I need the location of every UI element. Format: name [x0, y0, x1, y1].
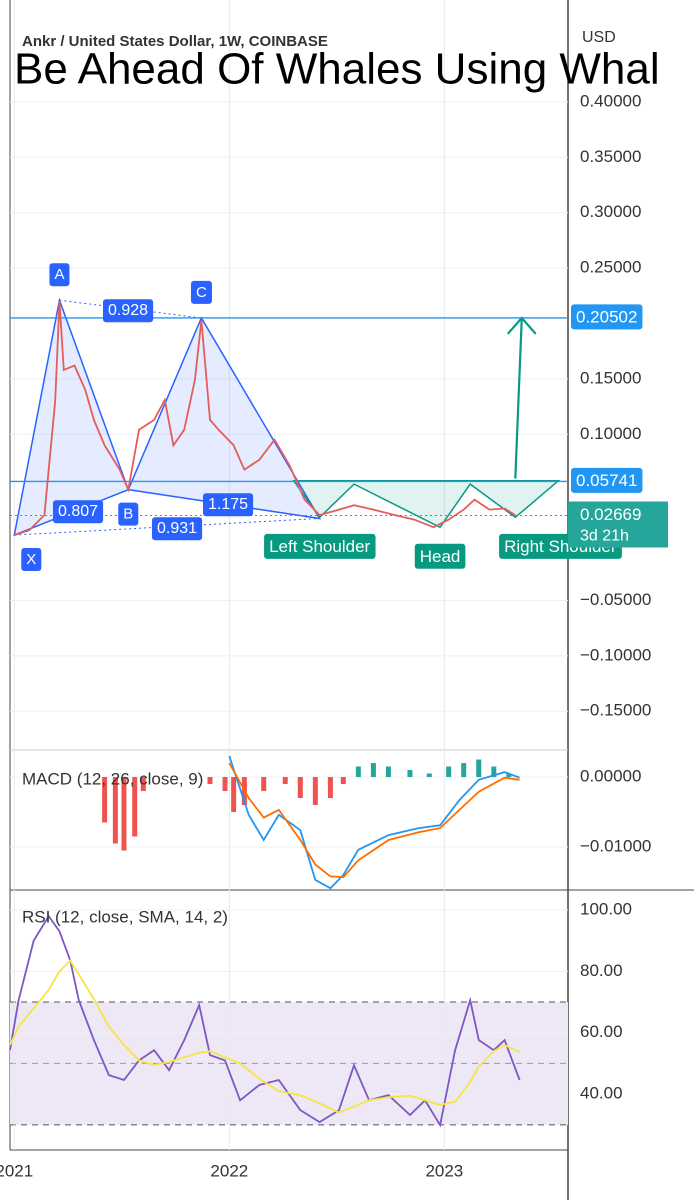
- level-label-box: [571, 467, 643, 493]
- y-tick-label: 40.00: [580, 1084, 623, 1103]
- x-tick-label: 2022: [210, 1161, 248, 1180]
- data-line: [9, 959, 520, 1114]
- level-label: 0.20502: [576, 307, 637, 326]
- histogram-bar: [506, 773, 512, 778]
- histogram-bar: [426, 773, 432, 778]
- y-tick-label: 0.35000: [580, 147, 641, 166]
- histogram-bar: [407, 770, 413, 778]
- ratio-label: 0.807: [58, 503, 98, 520]
- point-label-box: [118, 502, 139, 526]
- last-price-label: 0.02669: [580, 505, 641, 524]
- histogram-bar: [312, 777, 318, 806]
- histogram-bar: [446, 766, 452, 778]
- ratio-label-box: [52, 500, 104, 524]
- y-tick-label: 0.10000: [580, 424, 641, 443]
- hs-area: [292, 480, 561, 529]
- histogram-bar: [112, 777, 118, 844]
- histogram-bar: [327, 777, 333, 799]
- histogram-bar: [297, 777, 303, 799]
- histogram-bar: [476, 759, 482, 778]
- y-tick-label: 0.00000: [580, 767, 641, 786]
- ratio-line: [14, 517, 320, 536]
- point-label: C: [196, 284, 207, 301]
- data-line: [228, 755, 520, 890]
- histogram-bar: [282, 777, 288, 785]
- countdown-label: 3d 21h: [580, 528, 629, 545]
- data-line: [14, 301, 516, 536]
- y-tick-label: 0.40000: [580, 91, 641, 110]
- histogram-bar: [340, 777, 346, 785]
- histogram-bar: [261, 777, 267, 792]
- histogram-bar: [102, 777, 108, 823]
- chart-title: Ankr / United States Dollar, 1W, COINBAS…: [22, 33, 328, 50]
- y-tick-label: 60.00: [580, 1022, 623, 1041]
- ratio-label-box: [151, 517, 203, 541]
- histogram-bar: [385, 766, 391, 778]
- histogram-bar: [370, 763, 376, 778]
- point-label-box: [49, 263, 70, 287]
- level-label: 0.05741: [576, 471, 637, 490]
- indicator-title: MACD (12, 26, close, 9): [22, 769, 203, 788]
- histogram-bar: [140, 777, 146, 792]
- point-label: B: [123, 506, 133, 523]
- y-tick-label: 80.00: [580, 961, 623, 980]
- data-line: [228, 762, 520, 879]
- ratio-label-box: [202, 493, 254, 517]
- histogram-bar: [231, 777, 237, 813]
- data-line: [9, 914, 521, 1128]
- marks: [9, 297, 568, 1128]
- histogram-bar: [132, 777, 138, 837]
- histogram-bar: [461, 763, 467, 778]
- ratio-label: 1.175: [208, 496, 248, 513]
- ratio-label-box: [102, 299, 154, 323]
- x-tick-label: 2021: [0, 1161, 33, 1180]
- y-tick-label: −0.10000: [580, 645, 651, 664]
- y-tick-label: 0.15000: [580, 368, 641, 387]
- hs-label: Head: [420, 547, 461, 566]
- point-label-box: [21, 548, 42, 572]
- unit-label: USD: [582, 29, 616, 46]
- y-tick-label: −0.01000: [580, 837, 651, 856]
- ratio-label: 0.928: [108, 302, 148, 319]
- histogram-bar: [121, 777, 127, 851]
- histogram-bar: [207, 777, 213, 785]
- point-label: A: [54, 266, 64, 283]
- labels: Ankr / United States Dollar, 1W, COINBAS…: [0, 29, 668, 1180]
- y-tick-label: −0.15000: [580, 701, 651, 720]
- hs-label-box: [414, 543, 466, 569]
- last-price-box: [568, 501, 668, 548]
- level-label-box: [571, 304, 643, 330]
- point-label-box: [190, 280, 212, 304]
- y-tick-label: 0.25000: [580, 258, 641, 277]
- histogram-bar: [222, 777, 228, 792]
- y-tick-label: 0.30000: [580, 202, 641, 221]
- point-label: X: [26, 551, 36, 568]
- histogram-bar: [491, 766, 497, 778]
- y-tick-label: −0.05000: [580, 590, 651, 609]
- y-tick-label: 100.00: [580, 899, 632, 918]
- hs-label: Left Shoulder: [269, 537, 370, 556]
- histogram-bar: [355, 766, 361, 778]
- x-tick-label: 2023: [425, 1161, 463, 1180]
- overlay-title: Be Ahead Of Whales Using Whal: [14, 45, 660, 94]
- ratio-label: 0.931: [157, 520, 197, 537]
- indicator-title: RSI (12, close, SMA, 14, 2): [22, 907, 228, 926]
- hs-label-box: [264, 533, 376, 559]
